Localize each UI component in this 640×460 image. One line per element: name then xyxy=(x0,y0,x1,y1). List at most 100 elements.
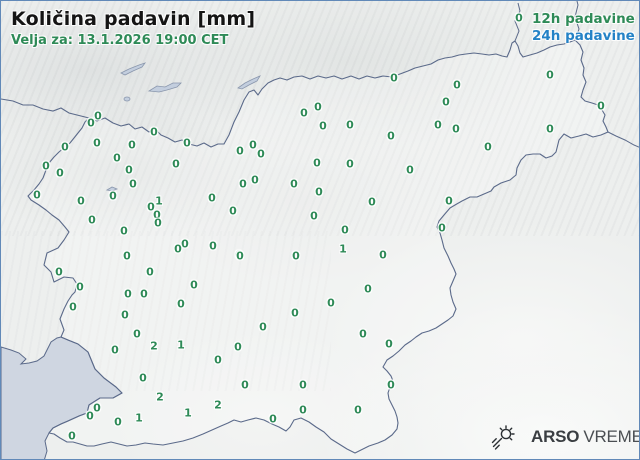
legend-24h-link[interactable]: 24h padavine xyxy=(532,28,635,44)
station-value: 0 xyxy=(61,140,69,154)
station-value: 0 xyxy=(452,122,460,136)
logo-text-bold: ARSO xyxy=(531,427,580,446)
station-value: 0 xyxy=(88,213,96,227)
station-value: 0 xyxy=(154,216,162,230)
station-value: 0 xyxy=(387,378,395,392)
slovenia-border xyxy=(27,39,609,454)
station-value: 0 xyxy=(597,99,605,113)
alpine-relief-texture xyxy=(1,1,639,236)
station-value: 0 xyxy=(234,340,242,354)
map-header: Količina padavin [mm] Velja za: 13.1.202… xyxy=(11,8,255,48)
station-value: 0 xyxy=(299,403,307,417)
station-value: 0 xyxy=(484,140,492,154)
station-value: 0 xyxy=(259,320,267,334)
station-value: 0 xyxy=(172,157,180,171)
station-value: 0 xyxy=(190,278,198,292)
station-value: 0 xyxy=(442,95,450,109)
station-value: 0 xyxy=(181,237,189,251)
station-value: 0 xyxy=(111,343,119,357)
station-value: 0 xyxy=(346,157,354,171)
station-value: 0 xyxy=(133,327,141,341)
lake-shape xyxy=(120,62,147,76)
station-value: 0 xyxy=(327,296,335,310)
station-value: 0 xyxy=(239,177,247,191)
austria-hungary-border-line xyxy=(574,1,580,41)
station-value: 0 xyxy=(236,144,244,158)
station-value: 0 xyxy=(128,138,136,152)
station-value: 0 xyxy=(177,297,185,311)
logo-text-regular: VREME xyxy=(583,427,640,446)
lake-shape xyxy=(123,96,131,102)
station-value: 0 xyxy=(453,78,461,92)
lake-bohinj-shape xyxy=(105,186,119,192)
station-value: 0 xyxy=(93,401,101,415)
station-value: 0 xyxy=(153,208,161,222)
station-value: 0 xyxy=(42,159,50,173)
station-value: 0 xyxy=(241,378,249,392)
station-value: 2 xyxy=(150,339,158,353)
lake-shape xyxy=(147,82,182,93)
station-value: 0 xyxy=(183,136,191,150)
station-value: 0 xyxy=(313,156,321,170)
station-value: 0 xyxy=(299,378,307,392)
station-value: 0 xyxy=(33,188,41,202)
station-value: 0 xyxy=(269,412,277,426)
station-value: 0 xyxy=(146,265,154,279)
station-value: 0 xyxy=(87,116,95,130)
station-value: 0 xyxy=(315,185,323,199)
station-value: 1 xyxy=(135,411,143,425)
station-value: 0 xyxy=(406,163,414,177)
mura-border-line xyxy=(514,2,521,42)
station-value: 0 xyxy=(438,221,446,235)
station-value: 1 xyxy=(339,242,347,256)
station-value: 0 xyxy=(94,109,102,123)
station-value: 0 xyxy=(341,223,349,237)
station-value: 0 xyxy=(147,200,155,214)
station-value: 0 xyxy=(139,371,147,385)
station-value: 0 xyxy=(125,163,133,177)
station-value: 2 xyxy=(156,390,164,404)
station-value: 0 xyxy=(123,249,131,263)
station-value: 0 xyxy=(114,415,122,429)
station-value: 0 xyxy=(515,11,523,25)
legend-12h-link[interactable]: 12h padavine xyxy=(532,11,635,27)
station-value: 0 xyxy=(390,71,398,85)
station-value: 0 xyxy=(208,191,216,205)
station-value: 0 xyxy=(364,282,372,296)
station-value: 0 xyxy=(314,100,322,114)
station-value: 0 xyxy=(129,177,137,191)
station-value: 0 xyxy=(379,248,387,262)
station-value: 0 xyxy=(385,337,393,351)
station-value: 0 xyxy=(546,122,554,136)
station-value: 0 xyxy=(445,194,453,208)
station-value: 0 xyxy=(257,147,265,161)
foreign-border-line xyxy=(1,98,90,119)
station-value: 0 xyxy=(76,280,84,294)
station-value: 0 xyxy=(359,327,367,341)
station-value: 0 xyxy=(93,136,101,150)
station-value: 0 xyxy=(291,306,299,320)
station-value: 0 xyxy=(113,151,121,165)
station-value: 0 xyxy=(319,119,327,133)
station-value: 0 xyxy=(150,125,158,139)
station-value: 0 xyxy=(121,308,129,322)
station-value: 0 xyxy=(77,194,85,208)
layer-legend: 12h padavine 24h padavine xyxy=(532,11,635,45)
logo-text: ARSO VREME xyxy=(531,427,640,447)
station-value: 2 xyxy=(214,398,222,412)
station-value: 0 xyxy=(86,409,94,423)
station-value: 0 xyxy=(368,195,376,209)
station-value: 1 xyxy=(177,338,185,352)
lake-shape xyxy=(237,75,261,90)
station-value: 0 xyxy=(354,403,362,417)
sun-icon xyxy=(491,425,515,450)
station-value: 0 xyxy=(120,224,128,238)
station-value: 0 xyxy=(292,249,300,263)
station-value: 0 xyxy=(68,429,76,443)
station-value: 0 xyxy=(434,118,442,132)
station-value: 0 xyxy=(300,106,308,120)
station-value: 0 xyxy=(214,353,222,367)
